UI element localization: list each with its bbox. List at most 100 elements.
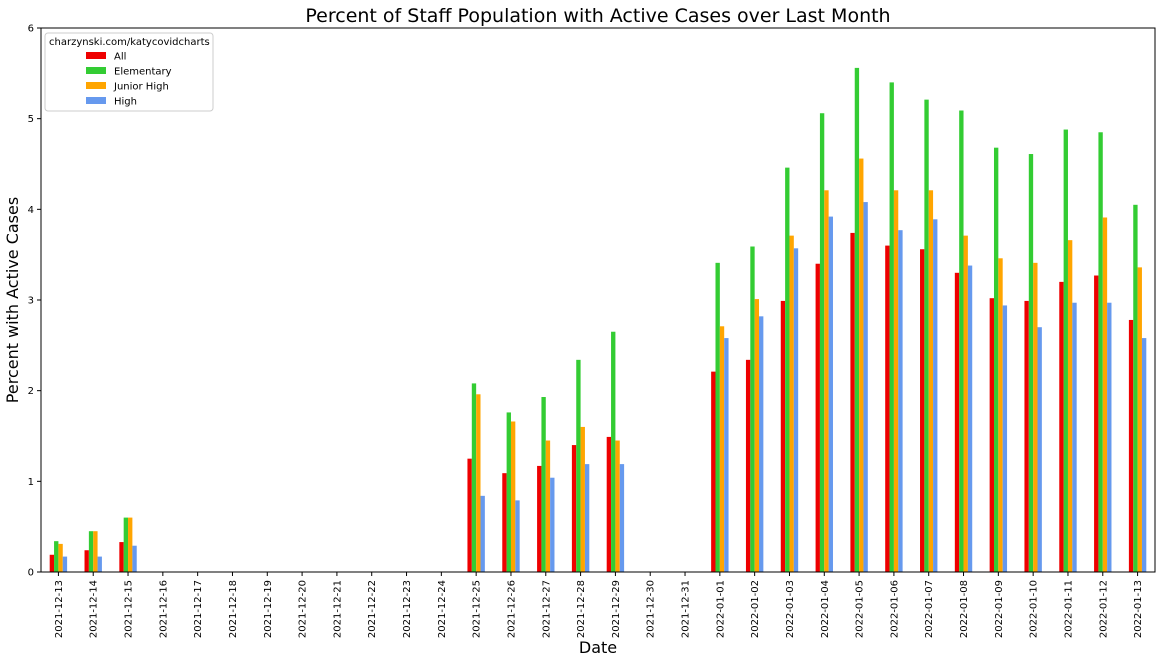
x-tick-label: 2021-12-20	[298, 580, 309, 638]
bar	[889, 82, 894, 573]
x-tick-label: 2021-12-27	[541, 580, 552, 638]
y-tick-label: 1	[28, 477, 34, 488]
bar	[515, 500, 520, 572]
legend-swatch	[86, 52, 106, 59]
bar	[58, 543, 63, 572]
x-tick-label: 2022-01-06	[889, 580, 900, 638]
bar	[480, 495, 485, 572]
x-tick-label: 2022-01-03	[785, 580, 796, 638]
bar	[959, 110, 964, 572]
chart-title: Percent of Staff Population with Active …	[305, 5, 890, 27]
bar	[54, 541, 59, 572]
bar	[502, 473, 507, 572]
bar	[128, 517, 133, 572]
bar	[1107, 302, 1112, 572]
bar	[84, 550, 89, 572]
x-tick-label: 2021-12-17	[193, 580, 204, 638]
y-tick-label: 3	[28, 296, 34, 307]
bar	[537, 465, 542, 572]
bar	[1059, 281, 1064, 572]
bar	[898, 230, 903, 572]
bar	[824, 190, 829, 573]
bar	[619, 464, 625, 572]
bar	[885, 245, 890, 572]
x-tick-label: 2021-12-19	[263, 580, 274, 638]
bar	[476, 394, 481, 572]
x-tick-label: 2022-01-04	[820, 580, 831, 638]
bar	[62, 556, 68, 572]
bar	[1028, 154, 1034, 572]
bar	[571, 445, 577, 572]
bar	[471, 383, 477, 572]
bar	[1063, 129, 1068, 573]
x-tick-label: 2022-01-11	[1063, 580, 1074, 638]
x-tick-label: 2021-12-25	[472, 580, 483, 638]
legend-swatch	[86, 97, 106, 104]
bar	[93, 531, 98, 572]
bar	[1102, 217, 1108, 573]
bar	[550, 477, 555, 572]
bar	[1037, 327, 1042, 572]
bar	[580, 426, 585, 572]
bar	[754, 299, 760, 572]
bar	[711, 371, 716, 572]
x-tick-label: 2021-12-23	[402, 580, 413, 638]
bar	[928, 190, 934, 573]
bar	[119, 542, 124, 572]
x-tick-label: 2021-12-29	[611, 580, 622, 638]
legend-title: charzynski.com/katycovidcharts	[49, 37, 210, 48]
x-tick-label: 2021-12-14	[89, 580, 100, 638]
bar	[49, 554, 55, 572]
bar	[1141, 338, 1147, 572]
y-tick-label: 0	[28, 568, 34, 579]
bar	[967, 265, 973, 572]
x-tick-label: 2021-12-24	[437, 580, 448, 638]
bar	[989, 298, 994, 572]
x-tick-label: 2021-12-18	[228, 580, 239, 638]
x-tick-label: 2022-01-13	[1133, 580, 1144, 638]
legend-label: Junior High	[113, 82, 169, 93]
bar	[510, 421, 516, 572]
legend: charzynski.com/katycovidcharts All Elemen…	[44, 32, 214, 112]
bar	[998, 258, 1003, 572]
bar	[780, 300, 786, 572]
x-tick-label: 2021-12-26	[506, 580, 517, 638]
bar	[584, 464, 590, 572]
bar	[541, 397, 546, 572]
bar	[88, 531, 94, 572]
y-tick-label: 6	[28, 24, 34, 35]
plot-area: 0 1 2 3 4 5 6 2021-12-13 2021-12-14 2021-12-15 202…	[28, 24, 1156, 638]
bar	[1067, 240, 1073, 572]
x-tick-label: 2021-12-16	[158, 580, 169, 638]
bar	[467, 458, 472, 572]
bar	[715, 262, 720, 572]
bar	[123, 517, 129, 572]
bar	[854, 67, 860, 572]
x-tick-label: 2021-12-30	[646, 580, 657, 638]
bar	[793, 248, 799, 572]
x-tick-label: 2021-12-15	[124, 580, 135, 638]
bar	[1098, 132, 1103, 572]
bar	[1137, 267, 1142, 572]
bar	[933, 219, 938, 572]
bar	[920, 249, 925, 573]
bar	[724, 338, 729, 572]
bar	[819, 113, 825, 572]
y-tick-label: 4	[28, 205, 34, 216]
legend-label: All	[114, 52, 126, 63]
x-tick-label: 2022-01-07	[924, 580, 935, 638]
bar	[719, 326, 725, 572]
bar	[1128, 319, 1134, 572]
bar	[1002, 305, 1008, 572]
bar	[545, 440, 551, 572]
bar	[132, 545, 137, 572]
legend-label: High	[114, 97, 137, 108]
bar	[789, 235, 794, 572]
y-tick-label: 5	[28, 114, 34, 125]
x-tick-label: 2021-12-22	[367, 580, 378, 638]
x-tick-label: 2022-01-12	[1098, 580, 1109, 638]
bar	[859, 158, 864, 572]
bar	[863, 202, 868, 572]
legend-label: Elementary	[114, 67, 172, 78]
x-tick-label: 2022-01-08	[959, 580, 970, 638]
